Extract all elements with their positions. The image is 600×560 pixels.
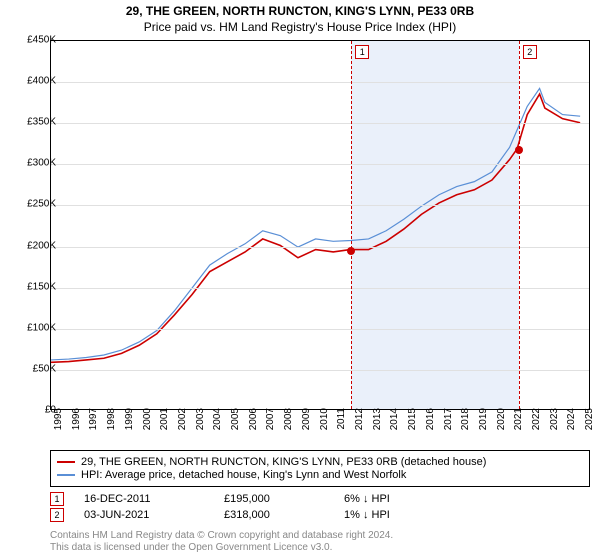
y-axis-label: £50K (33, 363, 56, 374)
legend-label: HPI: Average price, detached house, King… (81, 469, 406, 481)
x-axis-label: 2004 (212, 408, 223, 448)
x-axis-label: 2008 (283, 408, 294, 448)
x-axis-label: 2023 (549, 408, 560, 448)
legend-item: 29, THE GREEN, NORTH RUNCTON, KING'S LYN… (57, 456, 583, 468)
x-axis-label: 2006 (248, 408, 259, 448)
legend-swatch (57, 474, 75, 476)
legend: 29, THE GREEN, NORTH RUNCTON, KING'S LYN… (50, 450, 590, 487)
x-axis-label: 2016 (425, 408, 436, 448)
sale-marker: 1 (355, 45, 369, 59)
x-axis-label: 2013 (372, 408, 383, 448)
y-axis-label: £300K (27, 158, 56, 169)
x-axis-label: 2014 (389, 408, 400, 448)
chart-subtitle: Price paid vs. HM Land Registry's House … (0, 18, 600, 34)
chart-title: 29, THE GREEN, NORTH RUNCTON, KING'S LYN… (0, 0, 600, 18)
sales-table: 1 16-DEC-2011 £195,000 6% ↓ HPI 2 03-JUN-2021… (50, 490, 590, 524)
x-axis-label: 2020 (496, 408, 507, 448)
sale-row-marker: 1 (50, 492, 64, 506)
x-axis-label: 2007 (265, 408, 276, 448)
gridline (51, 82, 589, 83)
sale-dot (347, 247, 355, 255)
gridline (51, 247, 589, 248)
x-axis-label: 1997 (88, 408, 99, 448)
x-axis-label: 2012 (354, 408, 365, 448)
chart-container: 29, THE GREEN, NORTH RUNCTON, KING'S LYN… (0, 0, 600, 560)
plot-area: 12 (50, 40, 590, 410)
legend-item: HPI: Average price, detached house, King… (57, 469, 583, 481)
x-axis-label: 2005 (230, 408, 241, 448)
x-axis-label: 2015 (407, 408, 418, 448)
gridline (51, 329, 589, 330)
x-axis-label: 2011 (336, 408, 347, 448)
gridline (51, 123, 589, 124)
y-axis-label: £450K (27, 35, 56, 46)
series-property (51, 94, 580, 362)
y-axis-label: £200K (27, 240, 56, 251)
legend-swatch (57, 461, 75, 463)
legend-label: 29, THE GREEN, NORTH RUNCTON, KING'S LYN… (81, 456, 486, 468)
sale-vline (519, 41, 520, 409)
y-axis-label: £400K (27, 76, 56, 87)
sale-row-marker: 2 (50, 508, 64, 522)
sale-price: £318,000 (224, 509, 324, 521)
x-axis-label: 2003 (195, 408, 206, 448)
sale-vline (351, 41, 352, 409)
y-axis-label: £250K (27, 199, 56, 210)
x-axis-label: 2018 (460, 408, 471, 448)
y-axis-label: £350K (27, 117, 56, 128)
gridline (51, 205, 589, 206)
footer-text: Contains HM Land Registry data © Crown c… (50, 530, 590, 554)
sale-row: 1 16-DEC-2011 £195,000 6% ↓ HPI (50, 492, 590, 506)
footer-line1: Contains HM Land Registry data © Crown c… (50, 530, 590, 542)
x-axis-label: 2001 (159, 408, 170, 448)
x-axis-label: 1996 (71, 408, 82, 448)
x-axis-label: 2009 (301, 408, 312, 448)
x-axis-label: 2000 (142, 408, 153, 448)
sale-delta: 6% ↓ HPI (344, 493, 390, 505)
x-axis-label: 2017 (443, 408, 454, 448)
sale-marker: 2 (523, 45, 537, 59)
x-axis-label: 2025 (584, 408, 595, 448)
x-axis-label: 2010 (319, 408, 330, 448)
y-axis-label: £100K (27, 322, 56, 333)
y-axis-label: £150K (27, 281, 56, 292)
x-axis-label: 1998 (106, 408, 117, 448)
x-axis-label: 2024 (566, 408, 577, 448)
x-axis-label: 1999 (124, 408, 135, 448)
footer-line2: This data is licensed under the Open Gov… (50, 542, 590, 554)
x-axis-label: 1995 (53, 408, 64, 448)
series-hpi (51, 88, 580, 360)
x-axis-label: 2019 (478, 408, 489, 448)
sale-dot (515, 146, 523, 154)
x-axis-label: 2021 (513, 408, 524, 448)
gridline (51, 288, 589, 289)
sale-delta: 1% ↓ HPI (344, 509, 390, 521)
sale-date: 03-JUN-2021 (84, 509, 204, 521)
sale-price: £195,000 (224, 493, 324, 505)
sale-row: 2 03-JUN-2021 £318,000 1% ↓ HPI (50, 508, 590, 522)
gridline (51, 164, 589, 165)
sale-date: 16-DEC-2011 (84, 493, 204, 505)
line-series (51, 41, 589, 409)
x-axis-label: 2002 (177, 408, 188, 448)
x-axis-label: 2022 (531, 408, 542, 448)
gridline (51, 370, 589, 371)
